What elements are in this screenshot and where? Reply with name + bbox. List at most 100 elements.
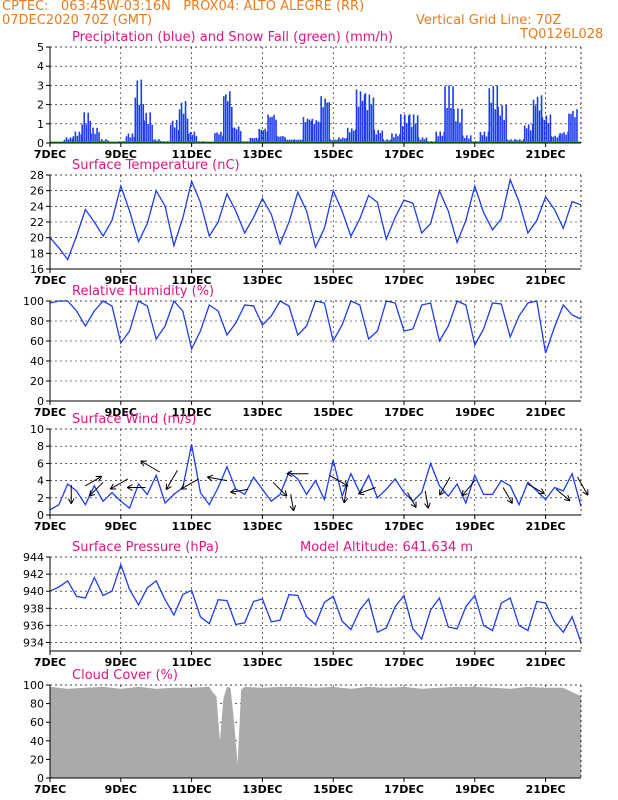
precipitation-bar bbox=[306, 118, 309, 143]
precipitation-bar bbox=[381, 130, 384, 143]
x-tick-label: 19DEC bbox=[455, 656, 495, 669]
precipitation-bar bbox=[565, 134, 567, 143]
y-tick-label: 10 bbox=[30, 423, 44, 436]
y-tick-label: 4 bbox=[37, 475, 44, 488]
panel-title: Surface Wind (m/s) bbox=[72, 412, 196, 427]
precipitation-bar bbox=[136, 80, 139, 143]
wind-arrow bbox=[527, 483, 545, 495]
precipitation-bar bbox=[538, 110, 541, 143]
precipitation-bar bbox=[251, 137, 254, 143]
y-tick-label: 5 bbox=[37, 41, 44, 54]
x-tick-label: 11DEC bbox=[172, 406, 212, 419]
x-tick-label: 15DEC bbox=[313, 406, 353, 419]
precipitation-bar bbox=[78, 131, 81, 143]
precipitation-bar bbox=[559, 133, 561, 143]
y-tick-label: 20 bbox=[30, 753, 44, 766]
precipitation-bar bbox=[461, 108, 463, 143]
x-tick-label: 9DEC bbox=[105, 783, 137, 796]
precipitation-bar bbox=[419, 139, 422, 143]
precipitation-bar bbox=[154, 139, 156, 143]
wind-arrow bbox=[502, 487, 513, 504]
wind-arrow-head bbox=[286, 470, 293, 478]
x-tick-label: 13DEC bbox=[242, 656, 282, 669]
x-tick-label: 21DEC bbox=[526, 656, 566, 669]
x-tick-label: 9DEC bbox=[105, 520, 137, 533]
precipitation-bar bbox=[304, 122, 307, 143]
precipitation-bar bbox=[237, 126, 240, 143]
x-tick-label: 11DEC bbox=[172, 656, 212, 669]
y-tick-label: 942 bbox=[23, 568, 44, 581]
precipitation-bar bbox=[65, 137, 68, 143]
precipitation-bar bbox=[74, 131, 77, 143]
x-tick-label: 9DEC bbox=[105, 274, 137, 287]
x-tick-label: 13DEC bbox=[242, 783, 282, 796]
precipitation-bar bbox=[540, 95, 543, 143]
precipitation-bar bbox=[390, 139, 392, 143]
precipitation-bar bbox=[567, 131, 569, 143]
y-tick-label: 28 bbox=[30, 169, 44, 182]
y-tick-label: 938 bbox=[23, 602, 44, 615]
precipitation-bar bbox=[532, 99, 535, 143]
precipitation-bar bbox=[278, 136, 280, 143]
y-tick-label: 940 bbox=[23, 585, 44, 598]
precipitation-bar bbox=[138, 104, 141, 143]
precipitation-bar bbox=[406, 122, 408, 143]
precipitation-bar bbox=[282, 136, 284, 143]
precipitation-bar bbox=[63, 139, 66, 143]
precipitation-bar bbox=[423, 139, 426, 143]
precipitation-bar bbox=[85, 124, 87, 143]
precipitation-bar bbox=[214, 133, 216, 143]
precipitation-bar bbox=[131, 133, 134, 143]
precipitation-bar bbox=[372, 97, 375, 143]
precipitation-bar bbox=[319, 122, 322, 143]
x-tick-label: 17DEC bbox=[384, 656, 424, 669]
precipitation-bar bbox=[450, 108, 452, 143]
precipitation-bar bbox=[505, 104, 507, 143]
precipitation-bar bbox=[142, 104, 145, 143]
precipitation-bar bbox=[134, 97, 137, 143]
x-tick-label: 21DEC bbox=[526, 406, 566, 419]
y-tick-label: 22 bbox=[30, 216, 44, 229]
y-tick-label: 16 bbox=[30, 263, 44, 276]
precipitation-bar bbox=[395, 133, 397, 143]
precipitation-bar bbox=[147, 123, 149, 143]
precipitation-bar bbox=[94, 133, 96, 143]
precipitation-bar bbox=[368, 94, 371, 143]
wind-arrow bbox=[461, 480, 476, 497]
precipitation-bar bbox=[459, 122, 461, 143]
x-tick-label: 7DEC bbox=[34, 274, 66, 287]
precipitation-bar bbox=[335, 139, 337, 143]
precipitation-bar bbox=[536, 96, 539, 143]
series-line bbox=[49, 299, 582, 354]
precipitation-bar bbox=[488, 88, 491, 143]
precipitation-bar bbox=[273, 114, 275, 143]
precipitation-bar bbox=[437, 136, 439, 143]
precipitation-bar bbox=[487, 131, 490, 143]
precipitation-bar bbox=[496, 85, 499, 143]
wind-arrow-head bbox=[109, 483, 117, 490]
precipitation-bar bbox=[572, 111, 574, 143]
precipitation-bar bbox=[69, 137, 72, 143]
precipitation-bar bbox=[366, 110, 369, 143]
precipitation-bar bbox=[301, 139, 304, 143]
precipitation-bar bbox=[187, 133, 190, 143]
wind-arrow bbox=[439, 476, 451, 496]
precipitation-bar bbox=[92, 127, 94, 143]
precipitation-bar bbox=[364, 93, 367, 143]
precipitation-bar bbox=[266, 131, 268, 143]
precipitation-bar bbox=[361, 100, 364, 143]
precipitation-bar bbox=[435, 131, 437, 143]
precipitation-bar bbox=[483, 131, 486, 143]
precipitation-bar bbox=[297, 139, 300, 143]
precipitation-bar bbox=[269, 117, 271, 143]
y-tick-label: 3 bbox=[37, 79, 44, 92]
y-tick-label: 4 bbox=[37, 60, 44, 73]
precipitation-bar bbox=[286, 139, 289, 143]
series-line bbox=[49, 562, 582, 643]
precipitation-bar bbox=[448, 85, 450, 143]
x-tick-label: 21DEC bbox=[526, 520, 566, 533]
precipitation-bar bbox=[375, 134, 378, 143]
precipitation-bar bbox=[457, 108, 459, 143]
precipitation-bar bbox=[317, 121, 320, 143]
